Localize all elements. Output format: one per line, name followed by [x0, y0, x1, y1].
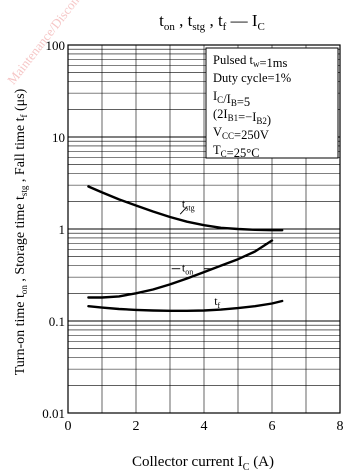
series-label-ton: ton — [182, 261, 193, 277]
conditions-box-frame — [205, 47, 339, 159]
x-tick-label: 4 — [201, 419, 208, 434]
y-tick-label: 1 — [59, 222, 66, 237]
x-axis-label: Collector current IC (A) — [132, 454, 274, 473]
tick-labels: 0 2 4 6 8 0.01 0.1 1 10 100 — [42, 38, 343, 434]
y-axis-label: Turn-on time ton , Storage time tstg , F… — [13, 88, 29, 375]
condition-line: Duty cycle=1% — [213, 71, 291, 85]
x-tick-label: 8 — [337, 419, 344, 434]
curves: tstg ton tf — [87, 185, 284, 312]
series-line-ton — [87, 239, 274, 299]
y-tick-label: 0.01 — [42, 406, 65, 421]
series-line-tstg — [87, 185, 284, 232]
condition-line: Pulsed tw=1ms — [213, 53, 287, 70]
series-label-tf: tf — [214, 294, 220, 310]
series-label-tstg: tstg — [182, 196, 195, 212]
y-tick-label: 0.1 — [49, 314, 65, 329]
condition-line: (2IB1=−IB2) — [213, 107, 271, 127]
leader-line — [179, 206, 188, 215]
condition-line: VCC=250V — [213, 125, 269, 142]
x-tick-label: 0 — [65, 419, 72, 434]
series-line-tf — [87, 299, 284, 312]
condition-line: TC=25°C — [213, 143, 260, 160]
plot-frame — [67, 44, 341, 414]
condition-line: IC/IB=5 — [213, 89, 250, 109]
x-tick-label: 6 — [269, 419, 276, 434]
x-tick-label: 2 — [133, 419, 140, 434]
y-tick-label: 10 — [52, 130, 65, 145]
chart-title: ton , tstg , tf — IC — [159, 11, 265, 33]
y-tick-label: 100 — [46, 38, 66, 53]
